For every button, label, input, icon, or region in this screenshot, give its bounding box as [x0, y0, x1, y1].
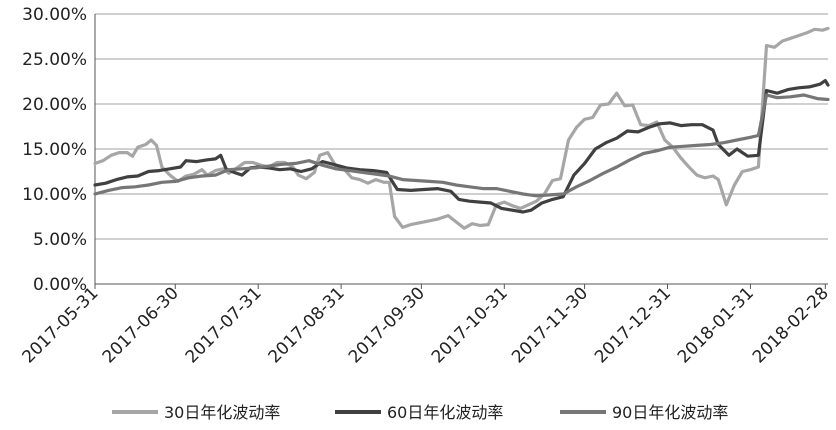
y-tick-label: 30.00% — [22, 5, 87, 25]
x-tick-label: 2017-10-31 — [428, 283, 512, 367]
legend-label: 90日年化波动率 — [612, 403, 728, 422]
series-lines — [93, 26, 830, 230]
x-tick-label: 2017-07-31 — [182, 283, 266, 367]
y-tick-labels: 0.00% 5.00% 10.00% 15.00% 20.00% 25.00% 30.00% — [22, 5, 87, 295]
x-tick-label: 2017-12-31 — [591, 283, 675, 367]
x-tick-labels: 2017-05-312017-06-302017-07-312017-08-31… — [19, 283, 833, 367]
series-line-1 — [93, 26, 830, 230]
y-tick-label: 15.00% — [22, 140, 87, 160]
x-tick-label: 2018-02-28 — [749, 283, 833, 367]
y-tick-label: 0.00% — [33, 275, 87, 295]
series-line-3 — [93, 93, 830, 198]
y-tick-label: 5.00% — [33, 230, 87, 250]
legend: 30日年化波动率 60日年化波动率 90日年化波动率 — [112, 403, 728, 422]
legend-label: 30日年化波动率 — [164, 403, 280, 422]
legend-label: 60日年化波动率 — [387, 403, 503, 422]
y-tick-label: 10.00% — [22, 185, 87, 205]
x-tick-label: 2017-06-30 — [99, 283, 183, 367]
series-line-2 — [93, 79, 830, 214]
x-tick-label: 2017-11-30 — [508, 283, 592, 367]
x-tick-label: 2017-05-31 — [19, 283, 103, 367]
y-tick-label: 20.00% — [22, 95, 87, 115]
x-tick-label: 2017-08-31 — [265, 283, 349, 367]
y-tick-label: 25.00% — [22, 50, 87, 70]
x-tick-label: 2017-09-30 — [345, 283, 429, 367]
x-tick-label: 2018-01-31 — [674, 283, 758, 367]
horizontal-gridlines — [95, 13, 828, 285]
axes — [94, 14, 828, 289]
